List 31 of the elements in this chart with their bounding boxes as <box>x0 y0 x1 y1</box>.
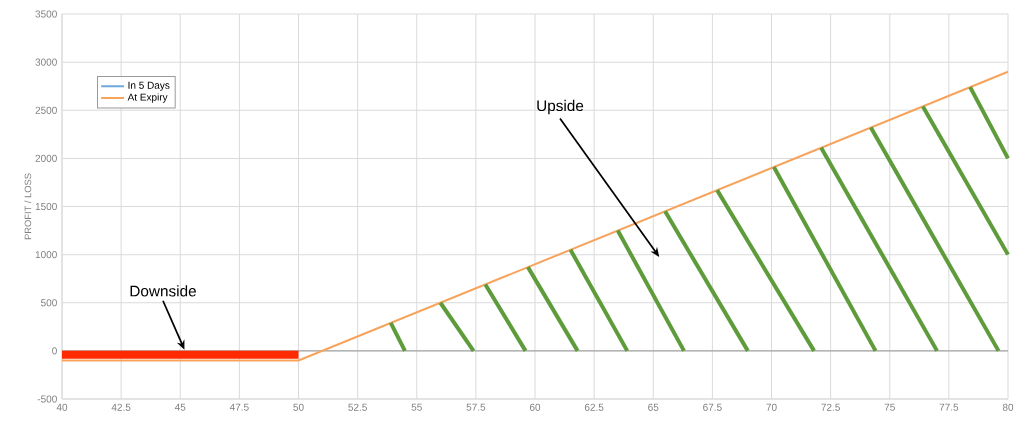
y-tick-label: 1000 <box>35 251 57 259</box>
x-tick-label: 75 <box>884 403 895 411</box>
x-tick-label: 57.5 <box>466 403 486 411</box>
x-tick-label: 72.5 <box>821 403 840 411</box>
x-tick-label: 70 <box>766 403 777 411</box>
x-tick-label: 40 <box>56 403 68 411</box>
annotation: Upside <box>537 99 584 115</box>
x-tick-label: 52.5 <box>348 403 367 411</box>
y-tick-label: 500 <box>41 299 57 307</box>
x-tick-label: 42.5 <box>111 403 131 411</box>
y-tick-label: -500 <box>37 395 57 403</box>
x-tick-label: 45 <box>174 403 186 411</box>
y-tick-label: 1500 <box>35 202 57 211</box>
y-tick-label: 3000 <box>35 58 57 66</box>
x-tick-label: 65 <box>648 403 659 411</box>
y-tick-label: 3500 <box>35 10 57 18</box>
legend-label: In 5 Days <box>128 81 170 91</box>
x-tick-label: 60 <box>529 403 541 411</box>
x-tick-label: 77.5 <box>939 403 959 411</box>
x-tick-label: 55 <box>411 403 422 411</box>
y-axis-title: PROFIT / LOSS <box>24 173 32 240</box>
y-tick-label: 0 <box>52 347 57 355</box>
annotation: Downside <box>130 285 196 297</box>
x-tick-label: 47.5 <box>229 403 249 411</box>
legend-label: At Expiry <box>127 93 168 103</box>
x-tick-label: 50 <box>293 403 304 411</box>
y-tick-label: 2000 <box>35 154 57 162</box>
x-tick-label: 62.5 <box>584 403 604 411</box>
x-tick-label: 80 <box>1002 403 1014 411</box>
y-tick-label: 2500 <box>35 106 57 114</box>
x-tick-label: 67.5 <box>703 403 722 411</box>
